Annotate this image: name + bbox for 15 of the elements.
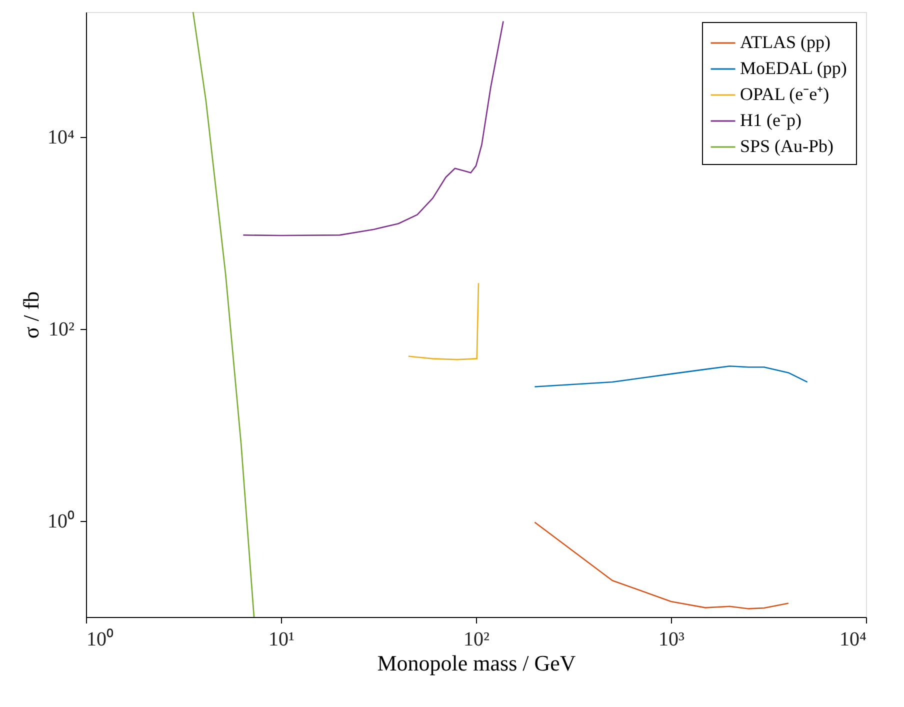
- x-tick-label: 10³: [658, 628, 684, 650]
- y-tick-label: 10⁰: [48, 509, 74, 532]
- legend-label: H1 (e⁻p): [740, 110, 802, 130]
- legend-label: ATLAS (pp): [740, 32, 830, 52]
- x-tick-label: 10⁰: [86, 628, 114, 650]
- x-tick-label: 10¹: [268, 628, 294, 650]
- legend-label: OPAL (e⁻e⁺): [740, 84, 830, 104]
- y-tick-label: 10²: [48, 318, 74, 340]
- legend-label: MoEDAL (pp): [740, 58, 847, 78]
- x-tick-label: 10⁴: [840, 628, 867, 650]
- x-axis-title: Monopole mass / GeV: [377, 650, 576, 676]
- legend-label: SPS (Au-Pb): [740, 136, 834, 156]
- y-tick-label: 10⁴: [48, 126, 75, 148]
- x-tick-label: 10²: [464, 628, 490, 650]
- y-axis-title: σ / fb: [18, 291, 44, 339]
